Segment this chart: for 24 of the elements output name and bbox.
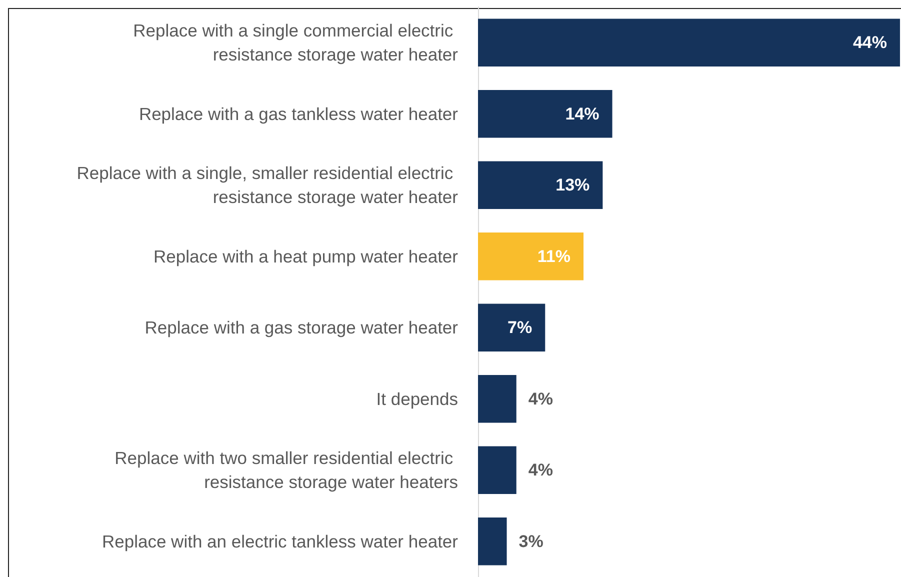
y-tick-label: Replace with a gas storage water heater <box>144 318 458 338</box>
y-tick-label: It depends <box>376 388 458 409</box>
y-tick-label: Replace with a single commercial electric resistance storage water heater <box>133 20 458 65</box>
bar <box>478 304 546 352</box>
data-label: 4% <box>528 389 553 408</box>
data-label: 44% <box>852 33 887 52</box>
y-tick-label: Replace with a single, smaller residential electric resistance storage water heater <box>76 163 458 208</box>
data-label: 7% <box>508 318 532 338</box>
bar <box>478 90 612 138</box>
y-tick-label: Replace with an electric tankless water heater <box>102 531 458 552</box>
data-label: 14% <box>565 104 600 124</box>
data-label: 4% <box>528 460 553 480</box>
data-label: 13% <box>556 176 590 195</box>
bar <box>478 18 900 66</box>
bar <box>478 518 507 566</box>
bar <box>478 161 603 209</box>
data-label: 11% <box>537 246 570 266</box>
data-label: 3% <box>518 532 544 551</box>
bar <box>478 232 584 280</box>
y-tick-label: Replace with a gas tankless water heater <box>138 104 458 124</box>
y-tick-label: Replace with a heat pump water heater <box>154 246 458 266</box>
y-tick-label: Replace with two smaller residential electric resistance storage water heaters <box>114 448 458 492</box>
bar <box>478 446 516 494</box>
bar <box>478 375 516 423</box>
